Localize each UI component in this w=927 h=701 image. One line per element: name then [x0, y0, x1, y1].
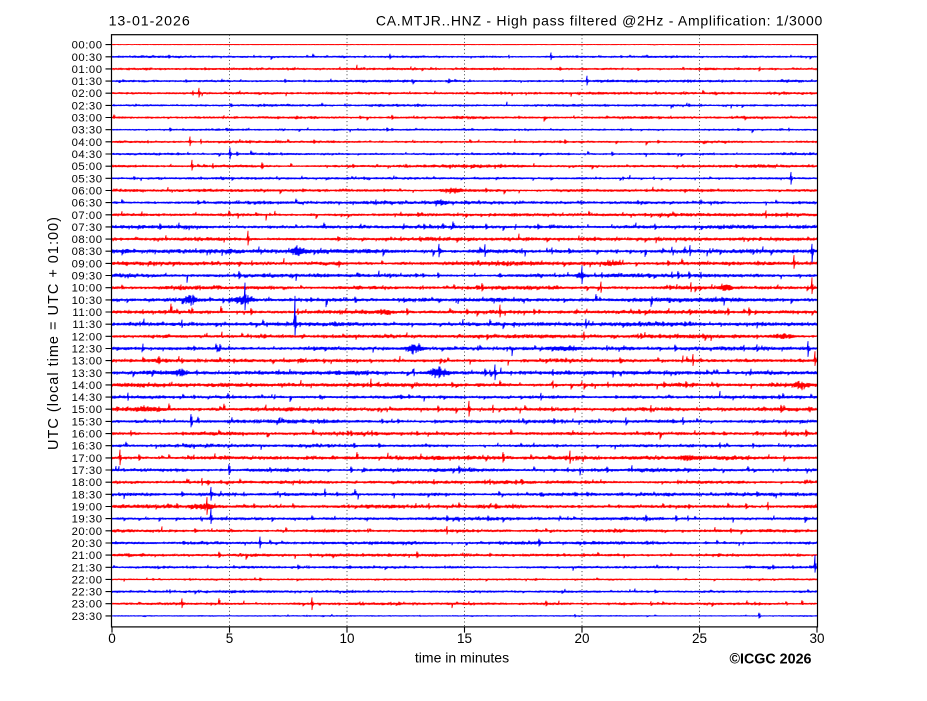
svg-text:10:00: 10:00: [72, 283, 103, 295]
svg-text:09:00: 09:00: [72, 258, 103, 270]
svg-text:30: 30: [809, 631, 824, 646]
svg-text:13-01-2026: 13-01-2026: [109, 14, 191, 30]
svg-text:09:30: 09:30: [72, 271, 103, 283]
svg-text:13:00: 13:00: [72, 356, 103, 368]
svg-text:01:30: 01:30: [72, 76, 103, 88]
svg-text:12:00: 12:00: [72, 331, 103, 343]
svg-text:14:30: 14:30: [72, 392, 103, 404]
svg-text:05:30: 05:30: [72, 173, 103, 185]
svg-text:11:30: 11:30: [72, 319, 102, 331]
svg-text:15:30: 15:30: [72, 416, 103, 428]
svg-text:00:30: 00:30: [72, 52, 103, 64]
svg-text:23:30: 23:30: [72, 611, 103, 623]
svg-text:UTC (local time = UTC + 01:00): UTC (local time = UTC + 01:00): [46, 216, 62, 450]
svg-text:07:00: 07:00: [72, 210, 103, 222]
svg-text:18:00: 18:00: [72, 477, 103, 489]
svg-text:02:00: 02:00: [72, 88, 103, 100]
svg-text:19:30: 19:30: [72, 514, 103, 526]
svg-text:15:00: 15:00: [72, 404, 103, 416]
svg-text:20:00: 20:00: [72, 526, 103, 538]
svg-text:0: 0: [108, 631, 116, 646]
svg-text:03:00: 03:00: [72, 113, 103, 125]
svg-text:04:00: 04:00: [72, 137, 103, 149]
svg-text:22:30: 22:30: [72, 587, 103, 599]
svg-text:23:00: 23:00: [72, 599, 103, 611]
svg-text:01:00: 01:00: [72, 64, 103, 76]
svg-text:5: 5: [226, 631, 234, 646]
svg-text:22:00: 22:00: [72, 574, 103, 586]
svg-text:08:00: 08:00: [72, 234, 103, 246]
svg-text:11:00: 11:00: [72, 307, 102, 319]
svg-text:03:30: 03:30: [72, 125, 103, 137]
svg-text:CA.MTJR..HNZ - High pass filte: CA.MTJR..HNZ - High pass filtered @2Hz -…: [376, 12, 823, 28]
svg-text:04:30: 04:30: [72, 149, 103, 161]
svg-text:21:00: 21:00: [72, 550, 103, 562]
svg-text:13:30: 13:30: [72, 368, 103, 380]
svg-text:10: 10: [339, 631, 354, 646]
svg-text:time in minutes: time in minutes: [415, 649, 509, 665]
svg-text:©ICGC 2026: ©ICGC 2026: [729, 651, 811, 667]
svg-text:17:30: 17:30: [72, 465, 103, 477]
svg-text:20: 20: [574, 631, 589, 646]
svg-text:17:00: 17:00: [72, 453, 103, 465]
svg-text:06:00: 06:00: [72, 186, 103, 198]
svg-text:16:00: 16:00: [72, 429, 103, 441]
svg-text:10:30: 10:30: [72, 295, 103, 307]
svg-text:08:30: 08:30: [72, 246, 103, 258]
svg-text:19:00: 19:00: [72, 502, 103, 514]
svg-text:25: 25: [692, 631, 707, 646]
svg-text:18:30: 18:30: [72, 489, 103, 501]
svg-text:05:00: 05:00: [72, 161, 103, 173]
svg-text:02:30: 02:30: [72, 100, 103, 112]
svg-text:06:30: 06:30: [72, 198, 103, 210]
svg-text:21:30: 21:30: [72, 562, 103, 574]
svg-text:07:30: 07:30: [72, 222, 103, 234]
svg-text:12:30: 12:30: [72, 344, 103, 356]
svg-text:00:00: 00:00: [72, 40, 103, 52]
svg-text:14:00: 14:00: [72, 380, 103, 392]
svg-text:15: 15: [457, 631, 472, 646]
svg-text:16:30: 16:30: [72, 441, 103, 453]
svg-text:20:30: 20:30: [72, 538, 103, 550]
